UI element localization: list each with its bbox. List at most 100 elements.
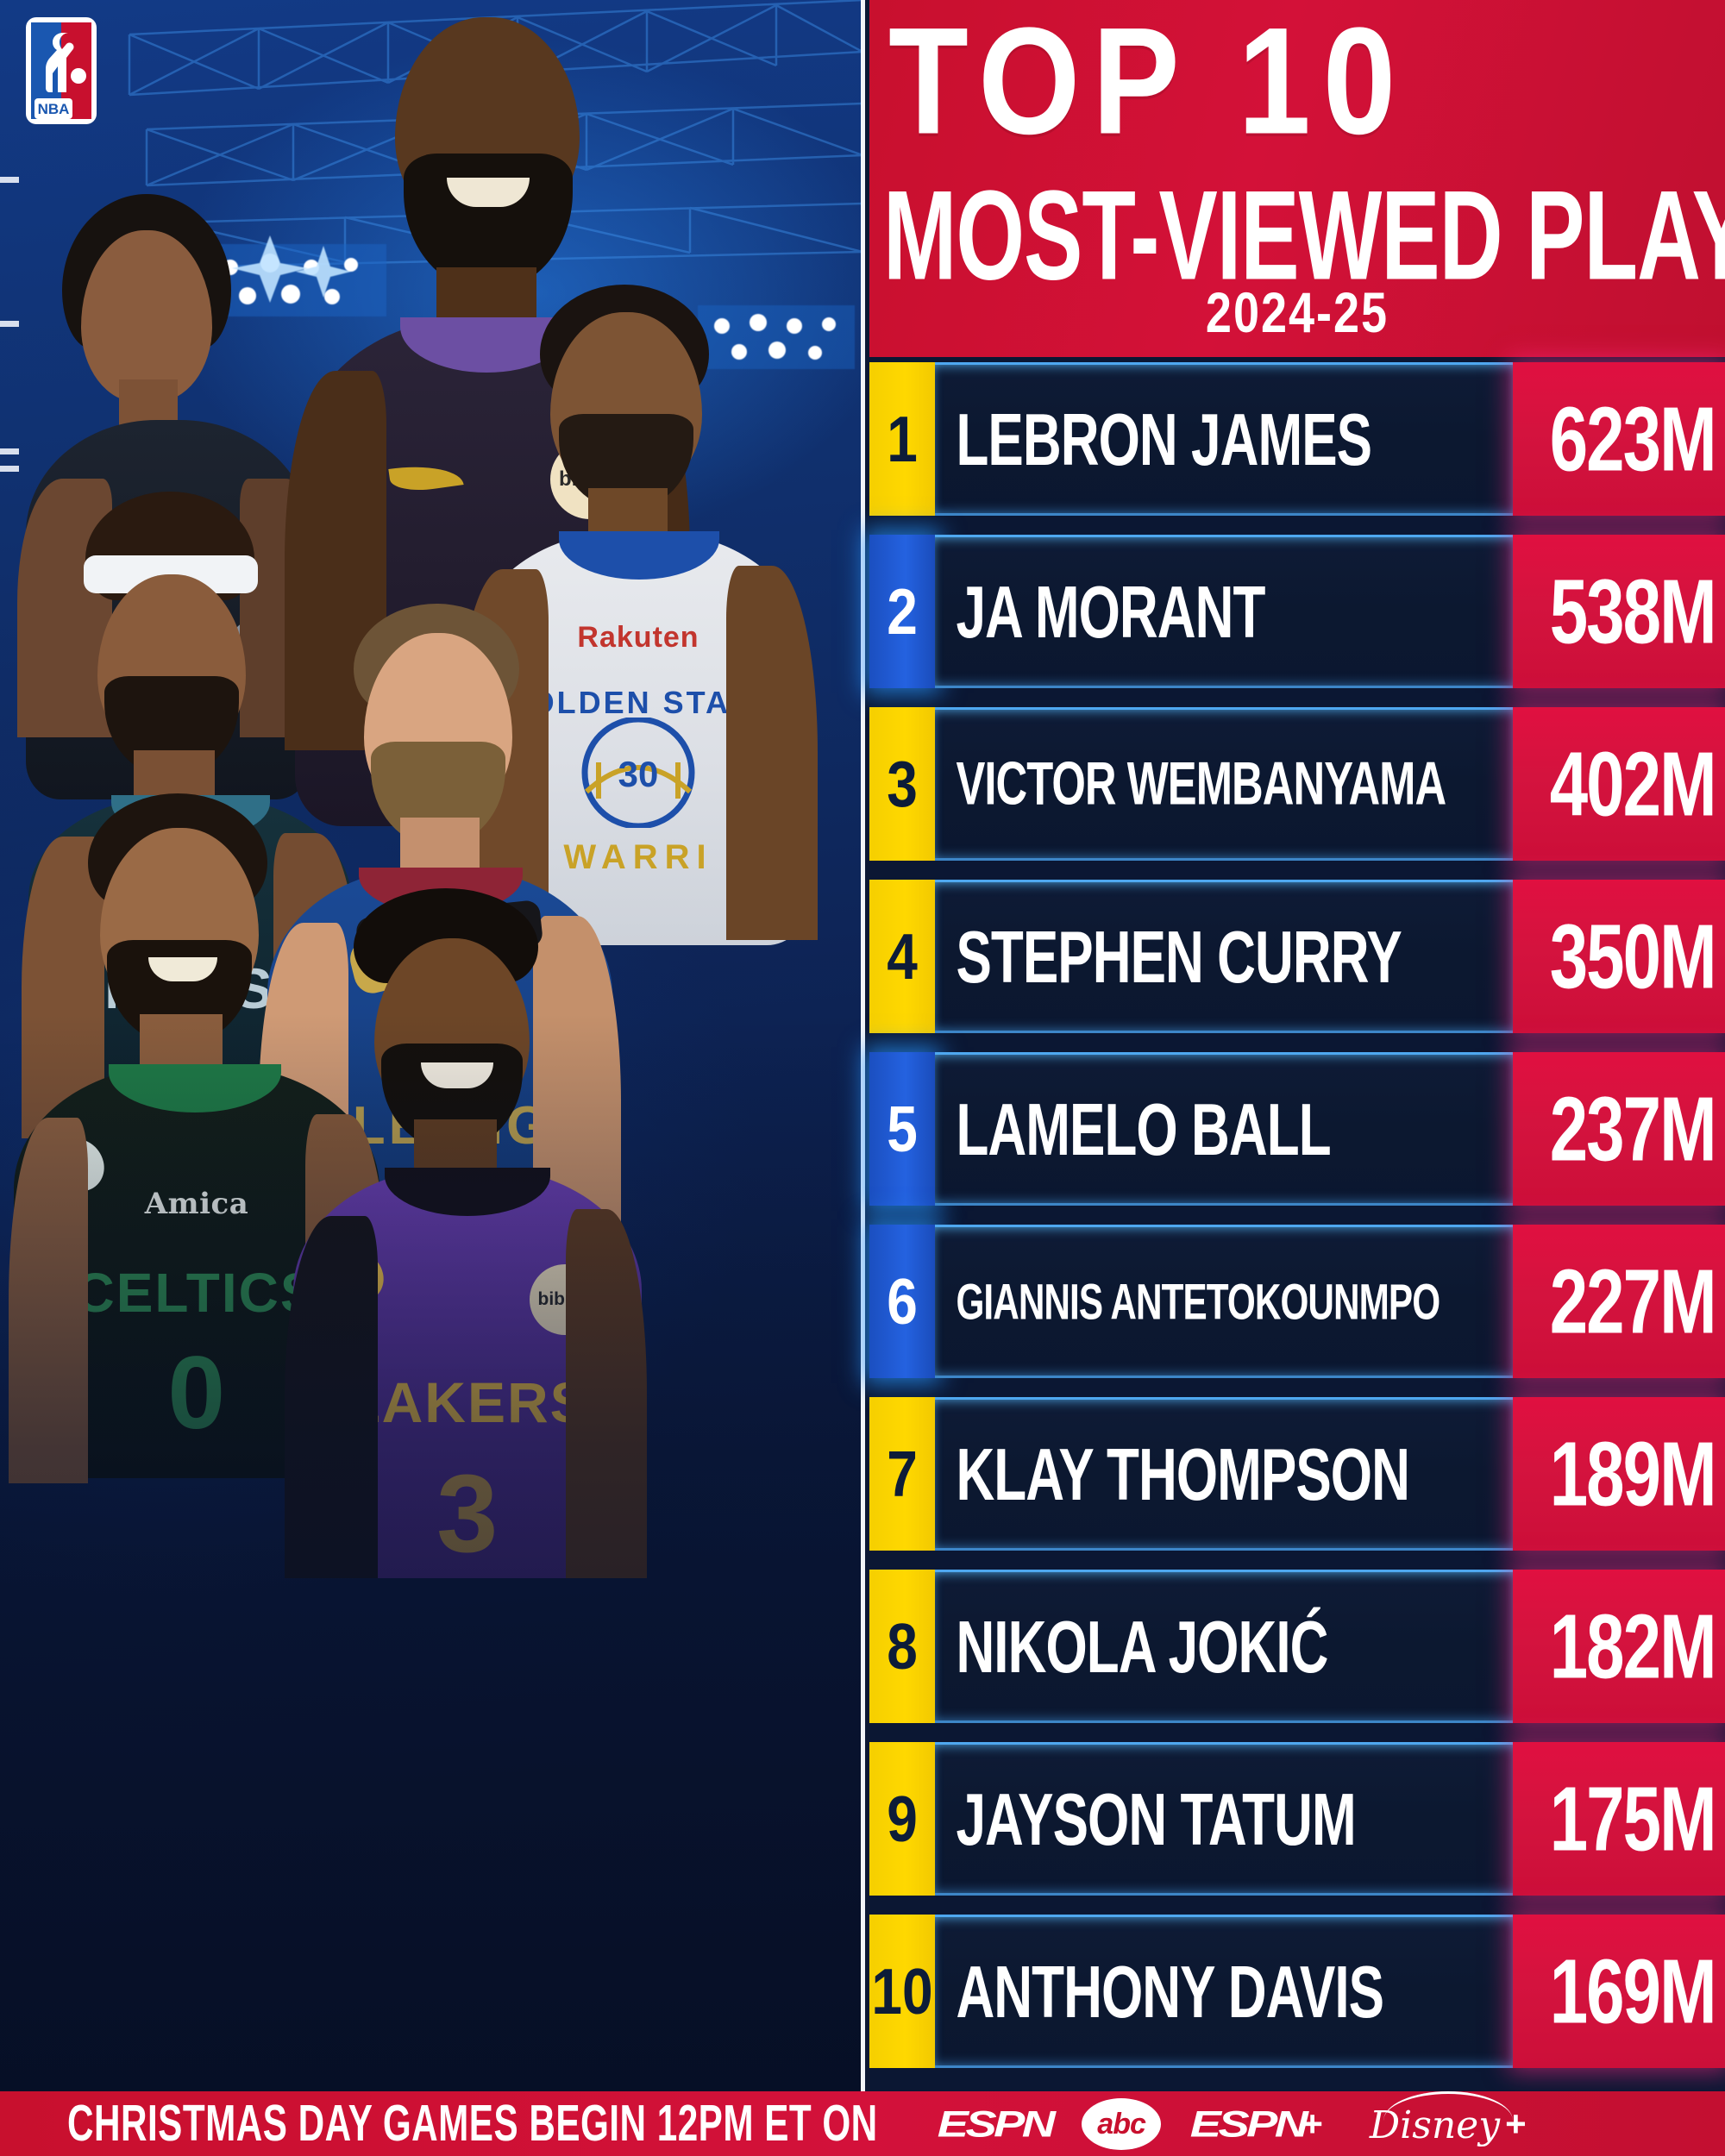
- ranking-row[interactable]: 1 LEBRON JAMES 623M: [869, 362, 1725, 516]
- curry-jersey-wordmark: WARRI: [563, 838, 713, 876]
- player-name: GIANNIS ANTETOKOUNMPO: [956, 1272, 1440, 1331]
- rank-number: 5: [887, 1092, 918, 1166]
- player-name-cell: LAMELO BALL: [935, 1052, 1513, 1206]
- player-name: VICTOR WEMBANYAMA: [956, 750, 1446, 818]
- ranking-row[interactable]: 6 GIANNIS ANTETOKOUNMPO 227M: [869, 1225, 1725, 1378]
- player-views-value: 350M: [1549, 905, 1717, 1008]
- rank-number: 2: [887, 574, 918, 649]
- ranking-row[interactable]: 5 LAMELO BALL 237M: [869, 1052, 1725, 1206]
- player-name: JA MORANT: [956, 569, 1265, 654]
- player-views-value: 623M: [1549, 387, 1717, 491]
- player-name-cell: GIANNIS ANTETOKOUNMPO: [935, 1225, 1513, 1378]
- rank-number: 3: [887, 747, 918, 821]
- edge-tick-4: [0, 466, 19, 472]
- player-name: JAYSON TATUM: [956, 1777, 1356, 1861]
- player-name: LEBRON JAMES: [956, 397, 1372, 481]
- rank-badge: 1: [869, 362, 935, 516]
- rank-badge: 5: [869, 1052, 935, 1206]
- player-views-cell: 182M: [1513, 1570, 1725, 1723]
- nba-logo-text: NBA: [38, 101, 70, 117]
- rank-badge: 6: [869, 1225, 935, 1378]
- rank-badge: 4: [869, 880, 935, 1033]
- player-name-cell: KLAY THOMPSON: [935, 1397, 1513, 1551]
- espn-plus-icon: +: [1302, 2103, 1323, 2144]
- player-views-value: 538M: [1549, 560, 1717, 663]
- player-views-value: 182M: [1549, 1595, 1717, 1698]
- edge-tick-2: [0, 321, 19, 327]
- wembanyama-shoulder-left: [17, 479, 112, 737]
- banner-text: CHRISTMAS DAY GAMES BEGIN 12PM ET ON: [67, 2095, 878, 2152]
- ranking-row[interactable]: 9 JAYSON TATUM 175M: [869, 1742, 1725, 1896]
- ranking-row[interactable]: 8 NIKOLA JOKIĆ 182M: [869, 1570, 1725, 1723]
- edge-tick-1: [0, 177, 19, 183]
- player-views-value: 237M: [1549, 1077, 1717, 1181]
- player-views-cell: 175M: [1513, 1742, 1725, 1896]
- rank-badge: 9: [869, 1742, 935, 1896]
- player-name-cell: ANTHONY DAVIS: [935, 1915, 1513, 2068]
- player-views-cell: 623M: [1513, 362, 1725, 516]
- arena-crowd-shading: [0, 1013, 862, 2091]
- disney-wordmark: Disney: [1370, 2090, 1513, 2145]
- ranking-row[interactable]: 2 JA MORANT 538M: [869, 535, 1725, 688]
- ranking-row[interactable]: 4 STEPHEN CURRY 350M: [869, 880, 1725, 1033]
- rank-number: 4: [887, 919, 918, 993]
- player-name-cell: STEPHEN CURRY: [935, 880, 1513, 1033]
- player-name-cell: NIKOLA JOKIĆ: [935, 1570, 1513, 1723]
- panel-divider: [861, 0, 865, 2091]
- edge-tick-3: [0, 448, 19, 454]
- player-name: ANTHONY DAVIS: [956, 1949, 1384, 2034]
- rank-number: 9: [887, 1782, 918, 1856]
- player-name-cell: JAYSON TATUM: [935, 1742, 1513, 1896]
- abc-logo[interactable]: abc: [1082, 2097, 1162, 2150]
- rank-number: 10: [871, 1954, 933, 2028]
- ranking-row[interactable]: 3 VICTOR WEMBANYAMA 402M: [869, 707, 1725, 861]
- wembanyama-head: [81, 230, 212, 403]
- disney-arc-icon: [1383, 2090, 1513, 2121]
- rank-number: 6: [887, 1264, 918, 1338]
- rank-badge: 7: [869, 1397, 935, 1551]
- broadcast-banner: CHRISTMAS DAY GAMES BEGIN 12PM ET ON ESP…: [0, 2090, 1725, 2156]
- spotlight-bank-right: [698, 305, 855, 369]
- ranking-panel: TOP 10 MOST-VIEWED PLAYERS 2024-25 1 LEBR…: [869, 0, 1725, 2091]
- collage-player-curry: Rakuten GOLDEN STATE 30 WARRI: [457, 285, 819, 945]
- player-views-value: 189M: [1549, 1422, 1717, 1526]
- title-top-line: TOP 10: [888, 0, 1408, 166]
- lebron-smile: [447, 178, 530, 207]
- nba-logo: NBA: [26, 17, 97, 124]
- player-views-cell: 538M: [1513, 535, 1725, 688]
- player-views-cell: 169M: [1513, 1915, 1725, 2068]
- curry-sponsor-text: Rakuten: [577, 621, 699, 654]
- player-views-cell: 237M: [1513, 1052, 1725, 1206]
- curry-jersey-collar: [559, 531, 719, 580]
- broadcaster-logos: ESPN abc ESPN + Disney +: [938, 2090, 1527, 2150]
- rank-number: 7: [887, 1437, 918, 1511]
- player-name: NIKOLA JOKIĆ: [956, 1604, 1328, 1689]
- rank-badge: 3: [869, 707, 935, 861]
- player-views-value: 402M: [1549, 732, 1717, 836]
- ranking-row[interactable]: 10 ANTHONY DAVIS 169M: [869, 1915, 1725, 2068]
- player-name: STEPHEN CURRY: [956, 914, 1402, 999]
- curry-arm-right: [726, 566, 818, 940]
- curry-bridge-graphic: 30: [581, 718, 695, 828]
- espn-plus-wordmark: ESPN: [1189, 2103, 1308, 2145]
- espn-plus-logo[interactable]: ESPN +: [1190, 2103, 1323, 2144]
- player-views-value: 175M: [1549, 1767, 1717, 1871]
- player-collage: SPURS LakeShow bibigo: [0, 0, 862, 2091]
- player-views-cell: 189M: [1513, 1397, 1725, 1551]
- player-name-cell: JA MORANT: [935, 535, 1513, 688]
- disney-plus-logo[interactable]: Disney +: [1370, 2090, 1527, 2145]
- player-name: KLAY THOMPSON: [956, 1432, 1409, 1516]
- player-views-cell: 402M: [1513, 707, 1725, 861]
- ranking-row[interactable]: 7 KLAY THOMPSON 189M: [869, 1397, 1725, 1551]
- tatum-smile: [148, 957, 217, 981]
- espn-logo[interactable]: ESPN: [937, 2103, 1056, 2145]
- rank-badge: 8: [869, 1570, 935, 1723]
- svg-text:30: 30: [618, 754, 659, 794]
- rank-badge: 2: [869, 535, 935, 688]
- rank-badge: 10: [869, 1915, 935, 2068]
- rank-number: 1: [887, 402, 918, 476]
- player-name: LAMELO BALL: [956, 1087, 1331, 1171]
- player-name-cell: LEBRON JAMES: [935, 362, 1513, 516]
- player-views-cell: 350M: [1513, 880, 1725, 1033]
